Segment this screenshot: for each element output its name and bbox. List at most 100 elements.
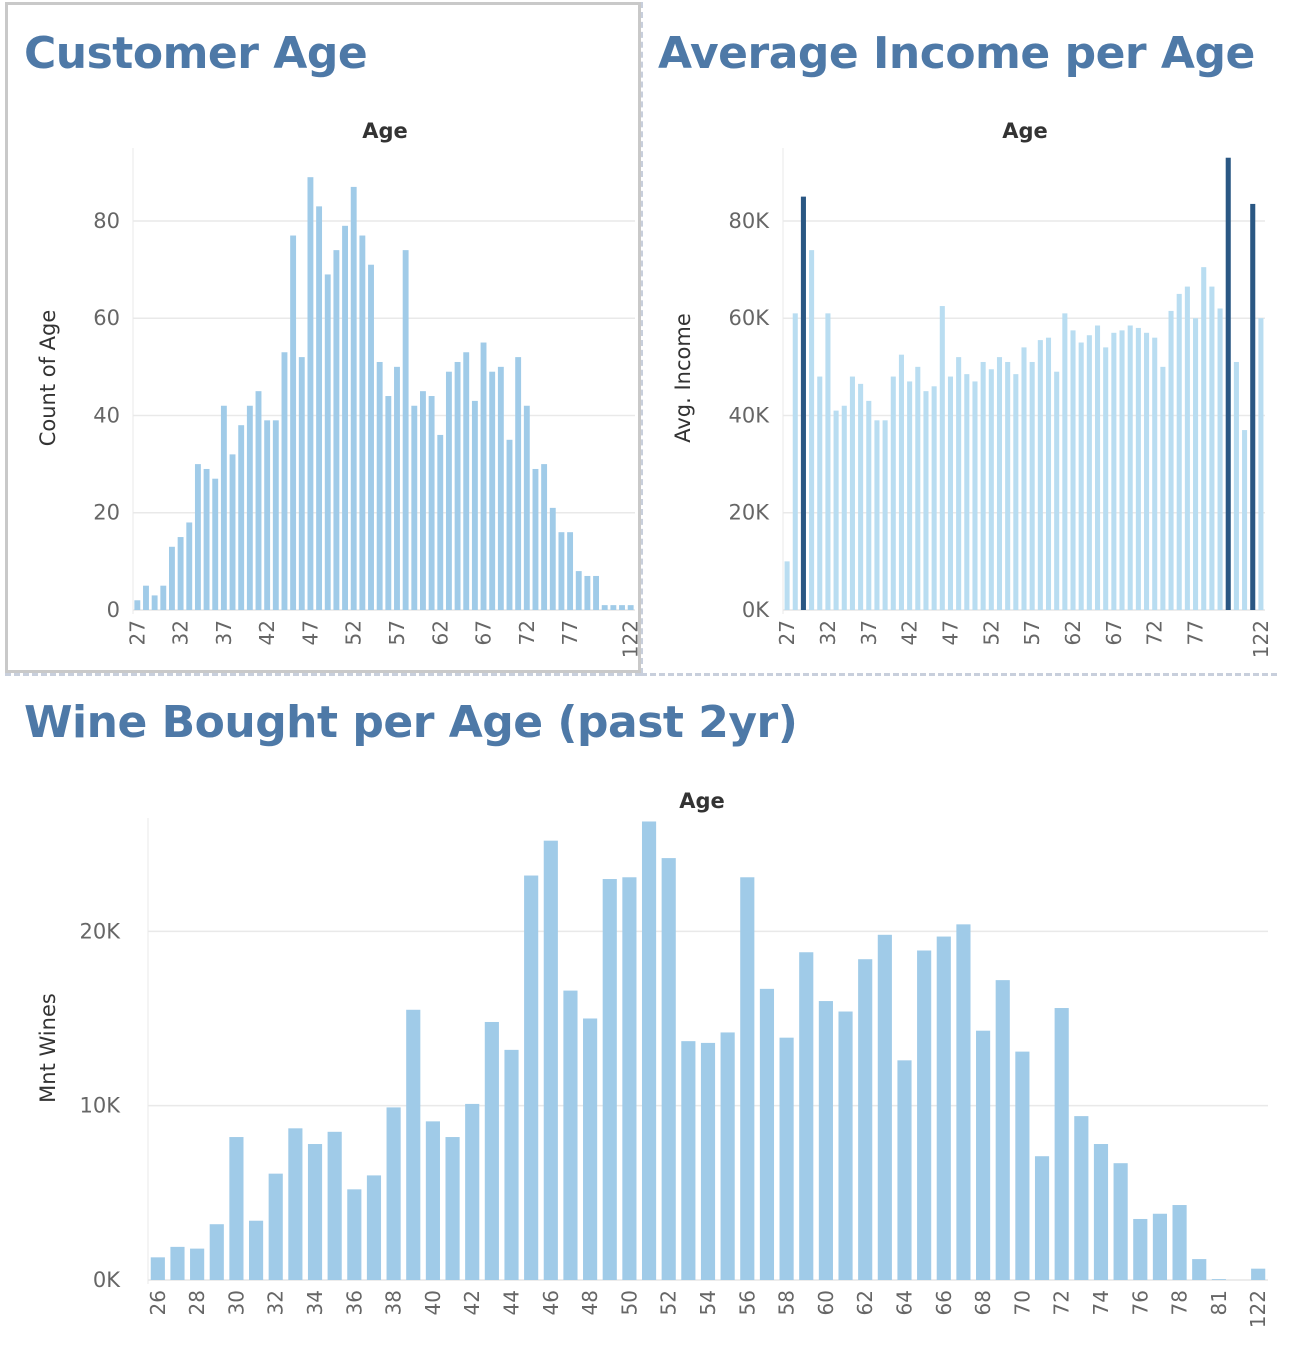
bar [134, 600, 141, 610]
bar [350, 186, 357, 610]
bar [980, 361, 986, 610]
bar [288, 1128, 303, 1280]
x-tick-label: 37 [212, 620, 236, 645]
bar [1111, 332, 1117, 610]
bar [661, 858, 676, 1280]
bar [1127, 325, 1133, 610]
x-tick-label: 72 [515, 620, 539, 645]
y-tick-label: 80K [729, 209, 771, 233]
bar [1184, 286, 1190, 610]
bar [515, 357, 522, 610]
bar [366, 1175, 382, 1280]
bar [212, 478, 219, 610]
bar [575, 571, 582, 610]
bar [988, 369, 994, 610]
y-tick-label: 0 [107, 598, 120, 622]
bar [1250, 203, 1256, 610]
bar [177, 537, 184, 610]
y-axis-title: Avg. Income [671, 313, 695, 443]
avg-income-chart[interactable]: 0K 20K 40K 60K 80K Age Avg. Income 27 32 37 42 47 52… [645, 0, 1280, 675]
bar [523, 405, 530, 610]
bar [194, 464, 201, 610]
bar [549, 507, 556, 610]
bar [1152, 337, 1158, 610]
bar [619, 605, 625, 610]
x-tick-label: 78 [1168, 1290, 1192, 1315]
bar [858, 959, 873, 1280]
bar [976, 1030, 991, 1280]
bar [907, 381, 913, 610]
bar [333, 250, 340, 610]
bar [1201, 267, 1207, 610]
bar [1086, 335, 1092, 610]
bar [622, 877, 637, 1280]
bar [1168, 310, 1174, 610]
bar [584, 575, 591, 610]
y-tick-label: 0K [742, 598, 770, 622]
bar [939, 306, 945, 610]
bar [255, 391, 262, 610]
bar [151, 595, 158, 610]
bar [923, 391, 929, 610]
bar [480, 342, 487, 610]
column-header-age: Age [679, 789, 725, 813]
bar [882, 420, 888, 610]
y-axis-title: Count of Age [36, 310, 60, 447]
y-tick-label: 80 [93, 209, 120, 233]
bar [964, 374, 970, 610]
bar [504, 1049, 519, 1280]
x-tick-label: 62 [428, 620, 452, 645]
x-tick-label: 56 [735, 1290, 759, 1315]
x-tick-label: 32 [816, 620, 840, 645]
bar [1251, 1268, 1266, 1280]
x-tick-label: 52 [657, 1290, 681, 1315]
y-tick-label: 10K [80, 1094, 122, 1118]
y-tick-label: 40 [93, 403, 120, 427]
bar [897, 1060, 912, 1280]
bar [1217, 308, 1223, 610]
bar [1070, 330, 1076, 610]
bar [809, 250, 815, 610]
bar [1074, 1116, 1089, 1280]
bar [593, 575, 599, 610]
bar [874, 420, 880, 610]
x-tick-label: 60 [814, 1290, 838, 1315]
column-header-age: Age [1002, 119, 1048, 143]
bar [484, 1021, 499, 1280]
bar [376, 361, 383, 610]
bar [601, 605, 608, 610]
x-tick-label: 52 [979, 620, 1003, 645]
bar [1037, 340, 1043, 610]
bar [298, 357, 305, 610]
bar [1258, 318, 1264, 610]
bar [465, 1103, 480, 1280]
bar [1021, 347, 1027, 610]
bar [915, 366, 921, 610]
bar [1225, 157, 1231, 610]
bar [203, 468, 210, 610]
bar [1144, 332, 1150, 610]
y-tick-label: 0K [93, 1268, 121, 1292]
bar [386, 1107, 401, 1280]
bar [248, 1220, 264, 1280]
bar [238, 425, 245, 610]
bar [342, 225, 348, 610]
bar [1193, 318, 1199, 610]
bar [838, 1011, 853, 1280]
bar [428, 396, 435, 610]
bar [720, 1032, 735, 1280]
x-tick-label: 37 [857, 620, 881, 645]
bar [1152, 1213, 1168, 1280]
x-tick-label: 77 [558, 620, 582, 645]
bar [150, 1257, 165, 1280]
bar [1242, 430, 1248, 610]
y-tick-label: 40K [729, 403, 771, 427]
x-tick-label: 27 [775, 620, 799, 645]
wine-chart[interactable]: 0K 10K 20K Age Mnt Wines 26 28 30 32 34 36 38 40 42 44… [0, 676, 1291, 1354]
bar [506, 439, 513, 610]
customer-age-chart[interactable]: 0 20 40 60 80 Age Count of Age 27 32 37 42 47 52 57 62… [0, 0, 645, 675]
bar [740, 877, 755, 1280]
x-tick-label: 70 [1010, 1290, 1034, 1315]
bar [1054, 1008, 1069, 1280]
bar [170, 1246, 185, 1280]
